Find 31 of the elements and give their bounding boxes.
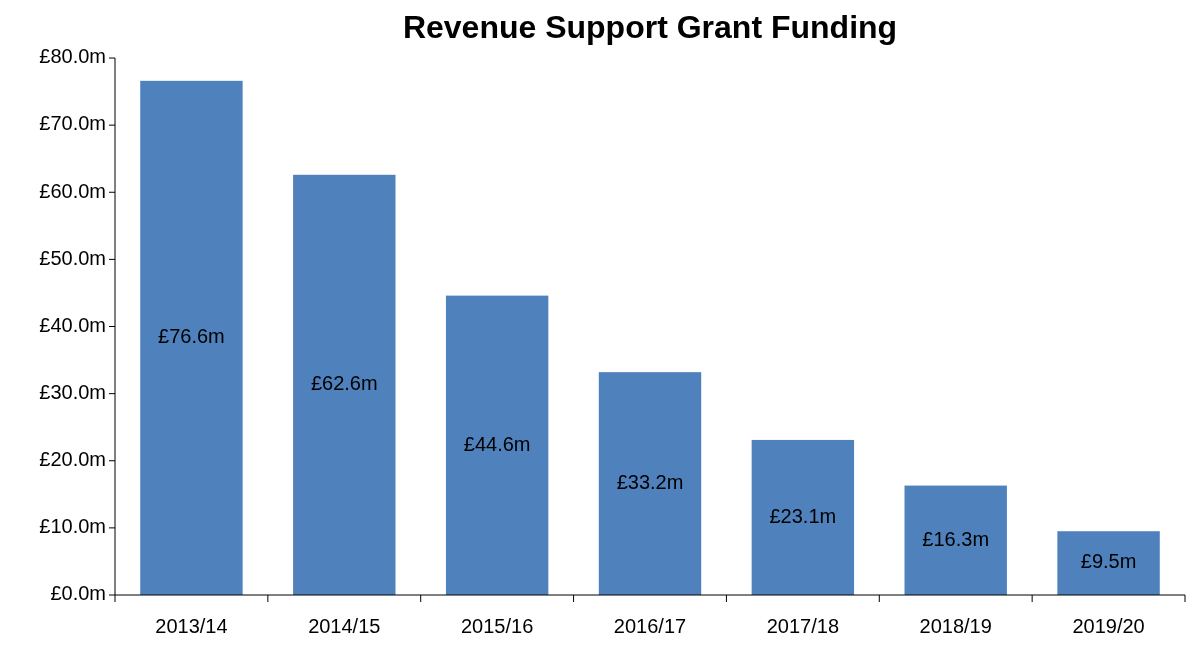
bar	[140, 80, 243, 595]
y-tick-label: £60.0m	[39, 179, 106, 202]
x-tick-label: 2015/16	[460, 615, 534, 637]
bar	[598, 372, 702, 595]
bar	[751, 439, 855, 595]
x-tick-label: 2017/18	[766, 615, 840, 637]
y-tick-label: £40.0m	[39, 313, 106, 336]
bar	[445, 295, 549, 595]
y-tick-label: £10.0m	[39, 515, 106, 538]
chart-title: Revenue Support Grant Funding	[402, 9, 898, 45]
data-label: £23.1m	[769, 504, 837, 527]
data-label: £9.5m	[1080, 550, 1137, 573]
data-label: £62.6m	[310, 372, 378, 395]
x-tick-label: 2014/15	[308, 615, 381, 637]
y-tick-label: £50.0m	[39, 246, 106, 269]
data-label: £16.3m	[922, 527, 990, 550]
y-tick-label: £0.0m	[50, 582, 106, 605]
y-tick-label: £30.0m	[39, 380, 106, 403]
data-label: £33.2m	[616, 470, 684, 493]
y-tick-label: £80.0m	[39, 45, 106, 68]
bar	[904, 485, 1007, 595]
x-tick-label: 2018/19	[919, 615, 992, 637]
bar	[1057, 531, 1160, 595]
x-tick-label: 2013/14	[155, 615, 228, 637]
y-tick-label: £70.0m	[39, 112, 106, 135]
x-tick-label: 2019/20	[1072, 615, 1145, 637]
x-tick-label: 2016/17	[613, 615, 687, 637]
data-label: £44.6m	[463, 432, 531, 455]
bar	[293, 174, 396, 595]
y-tick-label: £20.0m	[39, 448, 106, 471]
data-label: £76.6m	[158, 325, 225, 348]
